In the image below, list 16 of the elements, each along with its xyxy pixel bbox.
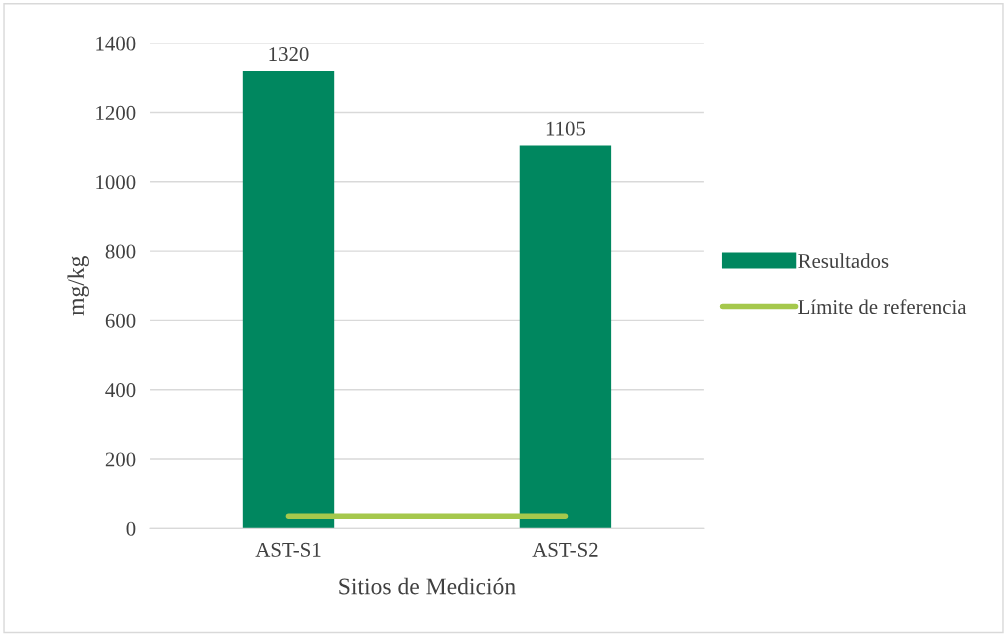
legend-label: Límite de referencia <box>798 299 967 315</box>
data-label: 1105 <box>546 121 586 136</box>
x-tick-label: AST-S2 <box>532 542 598 557</box>
y-axis-title: mg/kg <box>67 256 89 316</box>
y-tick-label: 200 <box>105 452 136 467</box>
x-tick-label: AST-S1 <box>255 542 321 557</box>
y-tick-label: 600 <box>105 313 136 328</box>
y-tick-label: 1000 <box>96 175 136 190</box>
legend-label: Resultados <box>798 253 889 268</box>
data-label: 1320 <box>269 47 309 62</box>
y-tick-label: 400 <box>105 383 136 398</box>
y-tick-label: 1400 <box>96 36 136 51</box>
y-tick-label: 1200 <box>96 105 136 120</box>
y-tick-label: 800 <box>105 244 136 259</box>
x-axis-title: Sitios de Medición <box>339 577 516 595</box>
y-tick-label: 0 <box>126 521 136 536</box>
